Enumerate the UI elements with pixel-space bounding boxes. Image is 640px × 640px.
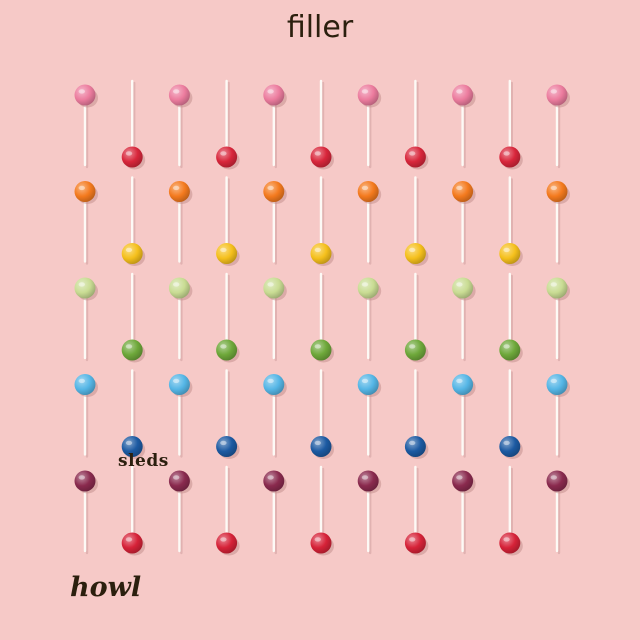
lollipop: [168, 84, 193, 169]
caption-bottom: howl: [70, 572, 142, 603]
lollipop: [452, 181, 476, 265]
lollipop: [499, 465, 523, 556]
lollipop: [452, 374, 476, 458]
lollipop: [310, 369, 334, 459]
lollipop: [404, 79, 429, 170]
lollipop: [263, 277, 287, 362]
lollipop: [404, 369, 429, 459]
lollipop: [216, 176, 240, 266]
lollipop: [263, 84, 287, 169]
lollipop: [74, 277, 98, 362]
lollipop: [546, 374, 570, 458]
lollipop: [452, 470, 476, 555]
lollipop: [310, 79, 334, 170]
lollipop: [168, 470, 193, 555]
lollipop: [310, 272, 334, 363]
lollipop: [168, 277, 193, 362]
lollipop: [357, 277, 382, 362]
lollipop: [310, 465, 334, 556]
lollipop: [263, 374, 287, 458]
lollipop: [546, 181, 570, 265]
lollipop: [216, 465, 240, 556]
lollipop: [121, 79, 146, 170]
lollipop: [357, 470, 382, 555]
lollipop: [216, 369, 240, 459]
lollipop: [499, 369, 523, 459]
lollipop: [499, 272, 523, 363]
lollipop: [452, 84, 476, 169]
lollipop: [404, 465, 429, 556]
lollipop: [357, 181, 382, 265]
lollipop: [74, 374, 98, 458]
lollipop: [121, 272, 146, 363]
caption-middle: sleds: [118, 451, 169, 471]
caption-title: filler: [286, 10, 354, 45]
lollipop: [499, 176, 523, 266]
lollipop: [404, 176, 429, 266]
lollipop: [404, 272, 429, 363]
lollipop: [310, 176, 334, 266]
lollipop: [168, 181, 193, 265]
lollipop: [546, 470, 570, 555]
lollipop: [357, 374, 382, 458]
lollipop: [546, 84, 570, 169]
lollipop: [216, 79, 240, 170]
lollipop: [74, 470, 98, 555]
lollipop: [216, 272, 240, 363]
lollipop: [121, 176, 146, 266]
lollipop: [263, 470, 287, 555]
lollipop: [168, 374, 193, 458]
lollipop: [263, 181, 287, 265]
lollipop: [452, 277, 476, 362]
lollipop: [74, 84, 98, 169]
lollipop: [357, 84, 382, 169]
lollipop: [74, 181, 98, 265]
lollipop: [121, 465, 146, 556]
lollipop: [499, 79, 523, 170]
lollipop: [546, 277, 570, 362]
lollipop: [121, 369, 146, 459]
